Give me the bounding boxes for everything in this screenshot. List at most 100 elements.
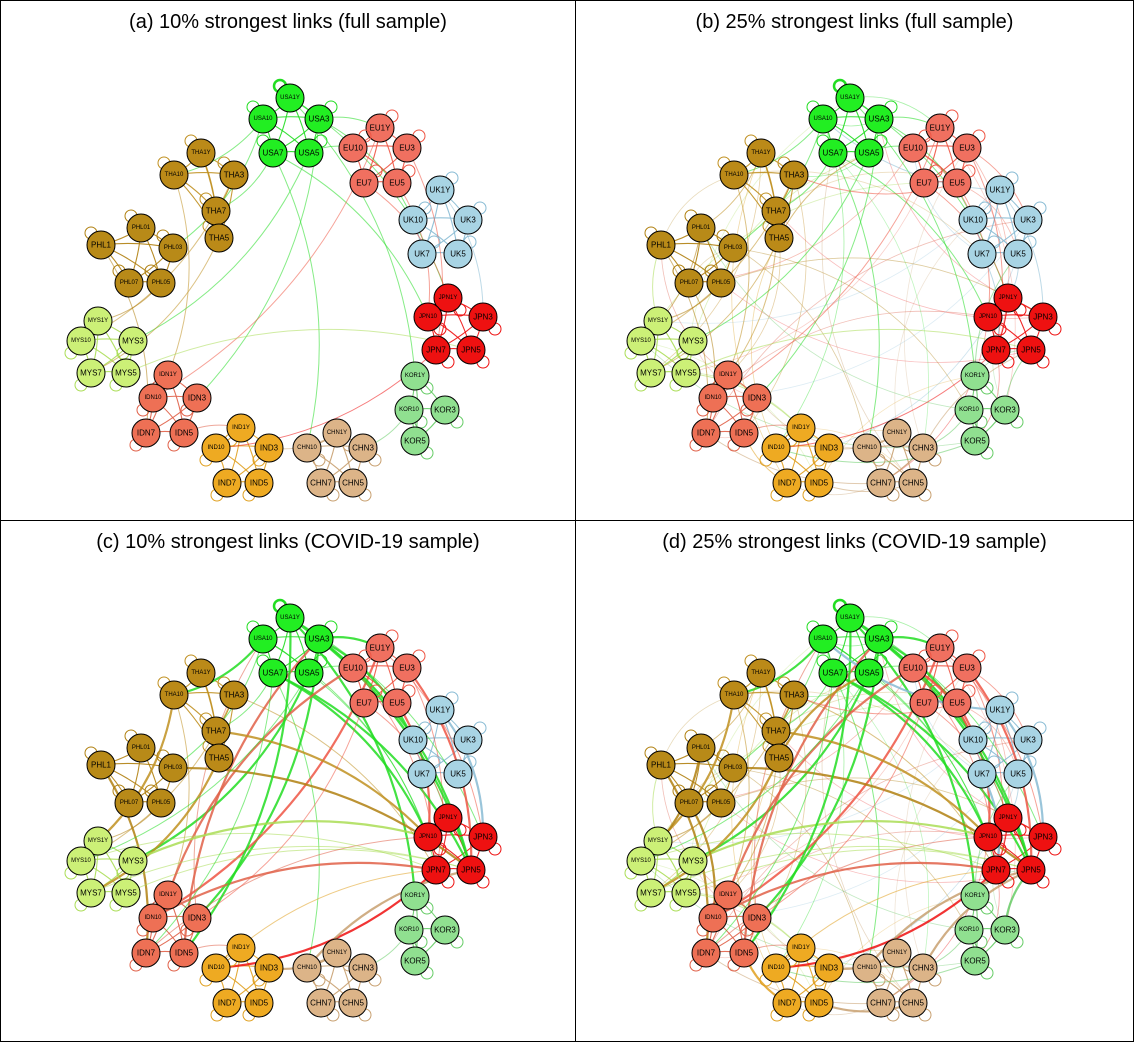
background-link (660, 764, 729, 896)
node-circle (348, 953, 378, 983)
background-link (732, 767, 970, 931)
node-circle (898, 133, 928, 163)
background-link (878, 118, 1009, 299)
node-uk7: UK7 (967, 755, 1001, 789)
node-idn5: IDN5 (727, 418, 759, 452)
network-link (753, 638, 824, 919)
node-circle (960, 361, 990, 391)
node-label: PHL05 (152, 280, 171, 286)
node-ind1y: IND1Y (224, 413, 256, 447)
node-label: JPN1Y (439, 815, 458, 821)
node-circle (864, 624, 894, 654)
network-link (439, 709, 485, 838)
node-circle (742, 383, 772, 413)
background-link (727, 237, 781, 376)
node-circle (66, 326, 96, 356)
network-link (125, 848, 472, 894)
node-circle (275, 603, 305, 633)
network-link (272, 672, 430, 838)
node-uk5: UK5 (1003, 235, 1037, 269)
node-label: THA7 (766, 207, 787, 216)
node-circle (394, 915, 424, 945)
node-circle (643, 306, 673, 336)
node-label: JPN3 (1033, 833, 1053, 842)
node-label: THA10 (165, 172, 184, 178)
node-label: MYS3 (122, 337, 144, 346)
background-link (750, 237, 780, 449)
node-label: USA10 (253, 636, 273, 642)
node-usa5: USA5 (294, 134, 328, 168)
node-label: PHL07 (680, 280, 699, 286)
node-label: KOR3 (434, 406, 456, 415)
node-label: IND10 (767, 965, 785, 971)
node-label: CHN3 (912, 964, 934, 973)
node-circle (671, 358, 701, 388)
node-jpn7: JPN7 (981, 855, 1015, 889)
node-circle (678, 846, 708, 876)
network-link (272, 152, 429, 318)
node-chn10: CHN10 (852, 953, 886, 987)
node-phl05: PHL05 (144, 784, 176, 818)
node-chn5: CHN5 (898, 468, 932, 502)
node-label: CHN5 (342, 999, 364, 1008)
node-chn3: CHN3 (348, 433, 382, 467)
node-circle (212, 988, 242, 1018)
node-label: IDN7 (137, 949, 156, 958)
network-link (172, 638, 264, 769)
node-circle (967, 759, 997, 789)
node-eu10: EU10 (338, 649, 372, 683)
node-ind10: IND10 (199, 953, 231, 987)
background-link (732, 247, 970, 411)
node-circle (254, 433, 284, 463)
node-circle (882, 938, 912, 968)
node-ind5: IND5 (242, 988, 274, 1022)
node-circle (925, 113, 955, 143)
background-link (692, 152, 870, 342)
node-tha5: THA5 (762, 739, 794, 773)
node-circle (985, 175, 1015, 205)
node-circle (425, 695, 455, 725)
background-link (878, 638, 1009, 819)
node-label: MYS1Y (648, 318, 668, 324)
node-label: IND1Y (792, 945, 810, 951)
node-circle (761, 433, 791, 463)
node-circle (808, 624, 838, 654)
node-phl07: PHL07 (112, 784, 144, 818)
node-circle (226, 413, 256, 443)
node-circle (990, 395, 1020, 425)
node-tha7: THA7 (199, 712, 231, 746)
node-label: UK5 (1010, 770, 1026, 779)
node-label: MYS7 (640, 889, 662, 898)
node-phl01: PHL01 (124, 729, 156, 763)
node-circle (182, 383, 212, 413)
network-link (132, 819, 429, 863)
node-circle (443, 759, 473, 789)
node-label: USA7 (263, 149, 284, 158)
node-label: PHL07 (120, 800, 139, 806)
node-kor5: KOR5 (960, 426, 994, 460)
node-label: IND3 (820, 444, 839, 453)
node-label: IND3 (820, 964, 839, 973)
node-label: USA10 (813, 116, 833, 122)
node-label: JPN7 (986, 346, 1006, 355)
node-label: KOR3 (994, 926, 1016, 935)
network-link (272, 672, 320, 969)
node-circle (835, 83, 865, 113)
node-ind3: IND3 (252, 433, 284, 467)
node-mys7: MYS7 (74, 878, 106, 912)
node-circle (244, 988, 274, 1018)
node-circle (643, 826, 673, 856)
network-link (775, 440, 976, 464)
node-label: PHL07 (120, 280, 139, 286)
node-idn3: IDN3 (740, 903, 772, 937)
node-circle (909, 688, 939, 718)
node-uk5: UK5 (1003, 755, 1037, 789)
background-link (912, 667, 983, 775)
node-phl07: PHL07 (672, 784, 704, 818)
node-phl07: PHL07 (112, 264, 144, 298)
node-circle (779, 680, 809, 710)
node-label: PHL1 (651, 761, 672, 770)
node-label: JPN5 (1021, 866, 1041, 875)
node-label: EU1Y (370, 644, 392, 653)
network-link (125, 328, 472, 374)
